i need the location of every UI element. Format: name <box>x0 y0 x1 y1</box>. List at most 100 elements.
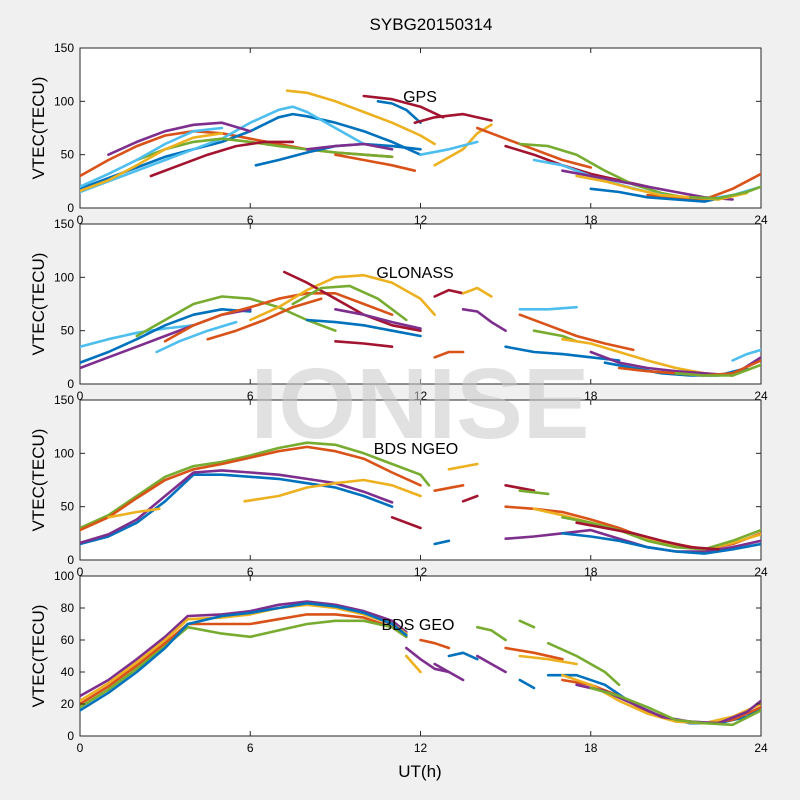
series-line-4 <box>243 478 422 503</box>
series-line-4 <box>163 292 394 343</box>
series-line-14 <box>461 286 493 298</box>
series-line-24 <box>80 126 224 188</box>
y-tick-label: 0 <box>67 201 74 215</box>
series-line-5 <box>107 507 161 519</box>
series-line-2 <box>80 473 394 546</box>
series-line-1 <box>80 603 408 703</box>
y-tick-label: 100 <box>54 270 74 284</box>
series-line-16 <box>561 532 761 555</box>
series-line-1 <box>80 445 422 532</box>
y-tick-label: 150 <box>54 217 74 231</box>
series-line-18 <box>518 313 635 352</box>
series-line-10 <box>305 142 394 151</box>
series-line-7 <box>135 137 394 162</box>
y-tick-label: 0 <box>67 553 74 567</box>
series-line-15 <box>518 678 536 690</box>
series-line-2 <box>285 89 436 146</box>
series-line-11 <box>334 340 394 348</box>
series-line-14 <box>532 507 761 551</box>
y-tick-label: 150 <box>54 41 74 55</box>
series-line-12 <box>413 112 493 124</box>
watermark: IONISE <box>251 348 590 460</box>
y-tick-label: 150 <box>54 393 74 407</box>
y-tick-label: 60 <box>61 633 75 647</box>
series-group <box>80 270 761 377</box>
y-axis-label: VTEC(TECU) <box>29 253 48 356</box>
series-line-13 <box>433 123 493 167</box>
series-line-25 <box>674 363 761 377</box>
plot-area <box>79 399 762 561</box>
x-tick-label: 6 <box>247 213 254 227</box>
series-line-9 <box>461 494 479 503</box>
y-axis-label: VTEC(TECU) <box>29 429 48 532</box>
figure-title: SYBG20150314 <box>370 15 493 34</box>
y-tick-label: 0 <box>67 377 74 391</box>
series-line-9 <box>447 651 479 661</box>
series-line-0 <box>80 324 195 348</box>
series-group <box>80 600 761 727</box>
series-line-6 <box>107 121 252 156</box>
y-axis-label: VTEC(TECU) <box>29 77 48 180</box>
series-line-3 <box>362 94 445 119</box>
x-tick-label: 0 <box>77 741 84 755</box>
series-line-16 <box>546 641 621 687</box>
y-tick-label: 50 <box>61 324 75 338</box>
series-line-11 <box>504 484 536 492</box>
series-line-20 <box>504 345 621 362</box>
series-line-14 <box>518 619 536 629</box>
series-line-3 <box>80 469 394 545</box>
x-tick-label: 6 <box>247 389 254 403</box>
series-line-3 <box>80 619 408 709</box>
series-line-21 <box>589 686 761 727</box>
y-tick-label: 100 <box>54 569 74 583</box>
series-line-11 <box>334 153 417 172</box>
panel-3: 0 6 12 18 24 0 20 40 60 80 100 VTEC(TECU) BDS GEO <box>29 569 768 755</box>
y-tick-label: 20 <box>61 697 75 711</box>
series-line-11 <box>476 625 507 642</box>
y-tick-label: 40 <box>61 665 75 679</box>
series-line-0 <box>80 441 431 530</box>
x-axis-label: UT(h) <box>398 762 441 781</box>
series-line-18 <box>575 521 720 551</box>
y-tick-label: 50 <box>61 500 75 514</box>
series-line-10 <box>206 297 323 341</box>
series-group <box>80 89 761 203</box>
x-tick-label: 0 <box>77 389 84 403</box>
series-line-4 <box>376 100 422 124</box>
series-line-15 <box>476 126 593 169</box>
series-line-21 <box>589 187 734 203</box>
series-line-13 <box>433 288 465 298</box>
series-line-7 <box>419 638 451 650</box>
y-tick-label: 80 <box>61 601 75 615</box>
series-line-10 <box>433 539 451 546</box>
series-line-8 <box>433 662 465 682</box>
series-line-5 <box>405 646 451 674</box>
x-tick-label: 0 <box>77 213 84 227</box>
panel-label: BDS NGEO <box>374 441 458 458</box>
series-line-1 <box>80 112 422 191</box>
series-line-12 <box>518 489 550 496</box>
series-line-16 <box>433 350 465 359</box>
series-line-17 <box>518 305 578 311</box>
series-line-0 <box>80 600 408 698</box>
series-line-12 <box>155 320 238 354</box>
series-line-6 <box>405 654 422 674</box>
series-line-9 <box>334 308 422 330</box>
series-line-25 <box>80 132 224 193</box>
series-line-17 <box>561 516 761 551</box>
series-line-5 <box>249 273 436 322</box>
series-line-12 <box>504 646 564 661</box>
x-tick-label: 24 <box>754 741 768 755</box>
series-line-10 <box>476 654 507 674</box>
x-tick-label: 6 <box>247 741 254 755</box>
y-tick-label: 100 <box>54 94 74 108</box>
series-line-3 <box>135 295 337 338</box>
panel-label: GLONASS <box>376 265 453 282</box>
y-tick-label: 0 <box>67 729 74 743</box>
series-line-6 <box>390 516 422 530</box>
plot-area <box>79 47 762 209</box>
series-line-1 <box>80 308 252 364</box>
